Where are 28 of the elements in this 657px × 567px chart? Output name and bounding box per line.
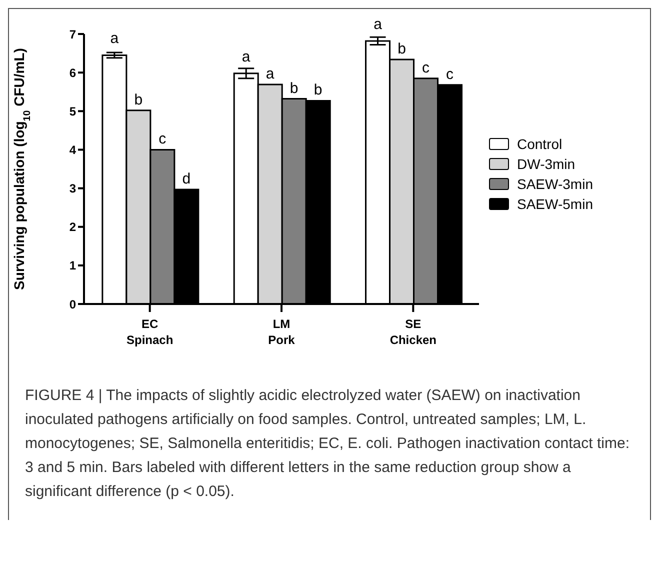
data-label: a xyxy=(110,30,120,48)
y-tick-label: 7 xyxy=(69,27,76,42)
data-label: a xyxy=(266,66,275,83)
data-label: a xyxy=(242,48,251,66)
y-tick-label: 4 xyxy=(69,142,76,157)
y-tick-label: 2 xyxy=(69,220,76,234)
y-tick-label: 5 xyxy=(69,104,76,118)
y-tick-label: 3 xyxy=(69,182,76,196)
legend-label: Control xyxy=(517,136,562,152)
y-tick-label: 0 xyxy=(69,297,76,312)
y-tick-label: 1 xyxy=(69,258,76,273)
data-label: b xyxy=(134,91,143,108)
legend-label: SAEW-3min xyxy=(517,176,593,192)
data-label: c xyxy=(446,66,454,83)
x-tick-label: LM Pork xyxy=(268,317,296,347)
x-tick-label: EC Spinach xyxy=(126,317,174,347)
data-label: c xyxy=(158,130,167,148)
data-label: c xyxy=(422,59,430,76)
caption: FIGURE 4 | The impacts of slightly acidic electrolyzed water (SAEW) on inactivation inoculated pathogens artificially on food samples. Control, untreated samples; LM, L. monocytogenes; SE, Salmonella enteritidis; EC, E. coli. Pathogen inactivation contact time: 3 and 5 min. Bars labeled with different letters in the same reduction group show a significant difference (p < 0.05). xyxy=(25,386,630,502)
data-label: d xyxy=(182,170,191,188)
legend-label: SAEW-5min xyxy=(517,196,593,212)
y-tick-label: 6 xyxy=(69,66,76,80)
data-label: b xyxy=(398,40,406,58)
data-label: b xyxy=(290,80,298,97)
data-label: a xyxy=(374,16,383,33)
x-tick-label: SE Chicken xyxy=(390,317,437,347)
legend-label: DW-3min xyxy=(517,156,576,172)
data-label: b xyxy=(314,82,322,99)
